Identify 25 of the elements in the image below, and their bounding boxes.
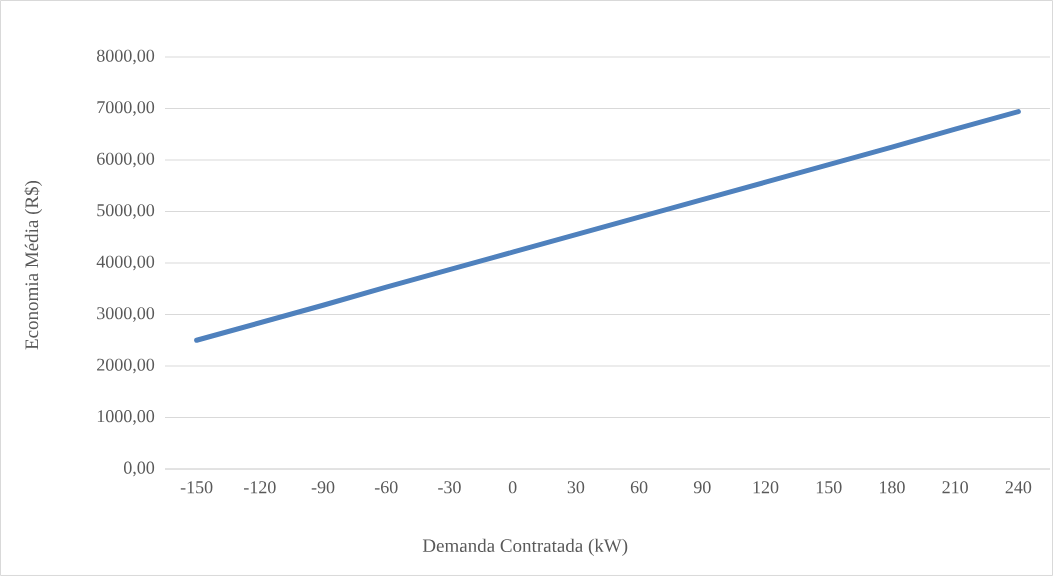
y-axis-title: Economia Média (R$) — [24, 180, 43, 350]
y-tick-label: 5000,00 — [97, 204, 155, 219]
y-tick-label: 6000,00 — [97, 152, 155, 168]
y-tick-label: 0,00 — [124, 461, 155, 477]
x-tick-label: -60 — [374, 481, 398, 494]
x-tick-label: 90 — [693, 481, 711, 494]
x-tick-label: 60 — [630, 481, 648, 494]
x-axis-title: Demanda Contratada (kW) — [422, 538, 628, 556]
y-tick-label: 8000,00 — [97, 49, 155, 65]
x-tick-label: -120 — [244, 481, 276, 494]
y-tick-label: 2000,00 — [97, 358, 155, 374]
x-tick-label: 180 — [880, 481, 905, 494]
y-tick-label: 4000,00 — [96, 255, 155, 271]
x-tick-label: 240 — [1005, 481, 1032, 494]
x-tick-label: 150 — [816, 481, 842, 494]
x-tick-label: -30 — [438, 481, 461, 494]
x-tick-label: -150 — [180, 481, 213, 494]
x-tick-label: 0 — [508, 481, 517, 494]
x-tick-label: 120 — [753, 481, 779, 494]
y-tick-label: 7000,00 — [97, 101, 155, 116]
y-tick-label: 3000,00 — [97, 307, 155, 322]
x-tick-label: -90 — [311, 481, 335, 494]
y-tick-label: 1000,00 — [97, 410, 155, 425]
x-tick-label: 210 — [942, 481, 968, 494]
x-tick-label: 30 — [567, 481, 585, 494]
